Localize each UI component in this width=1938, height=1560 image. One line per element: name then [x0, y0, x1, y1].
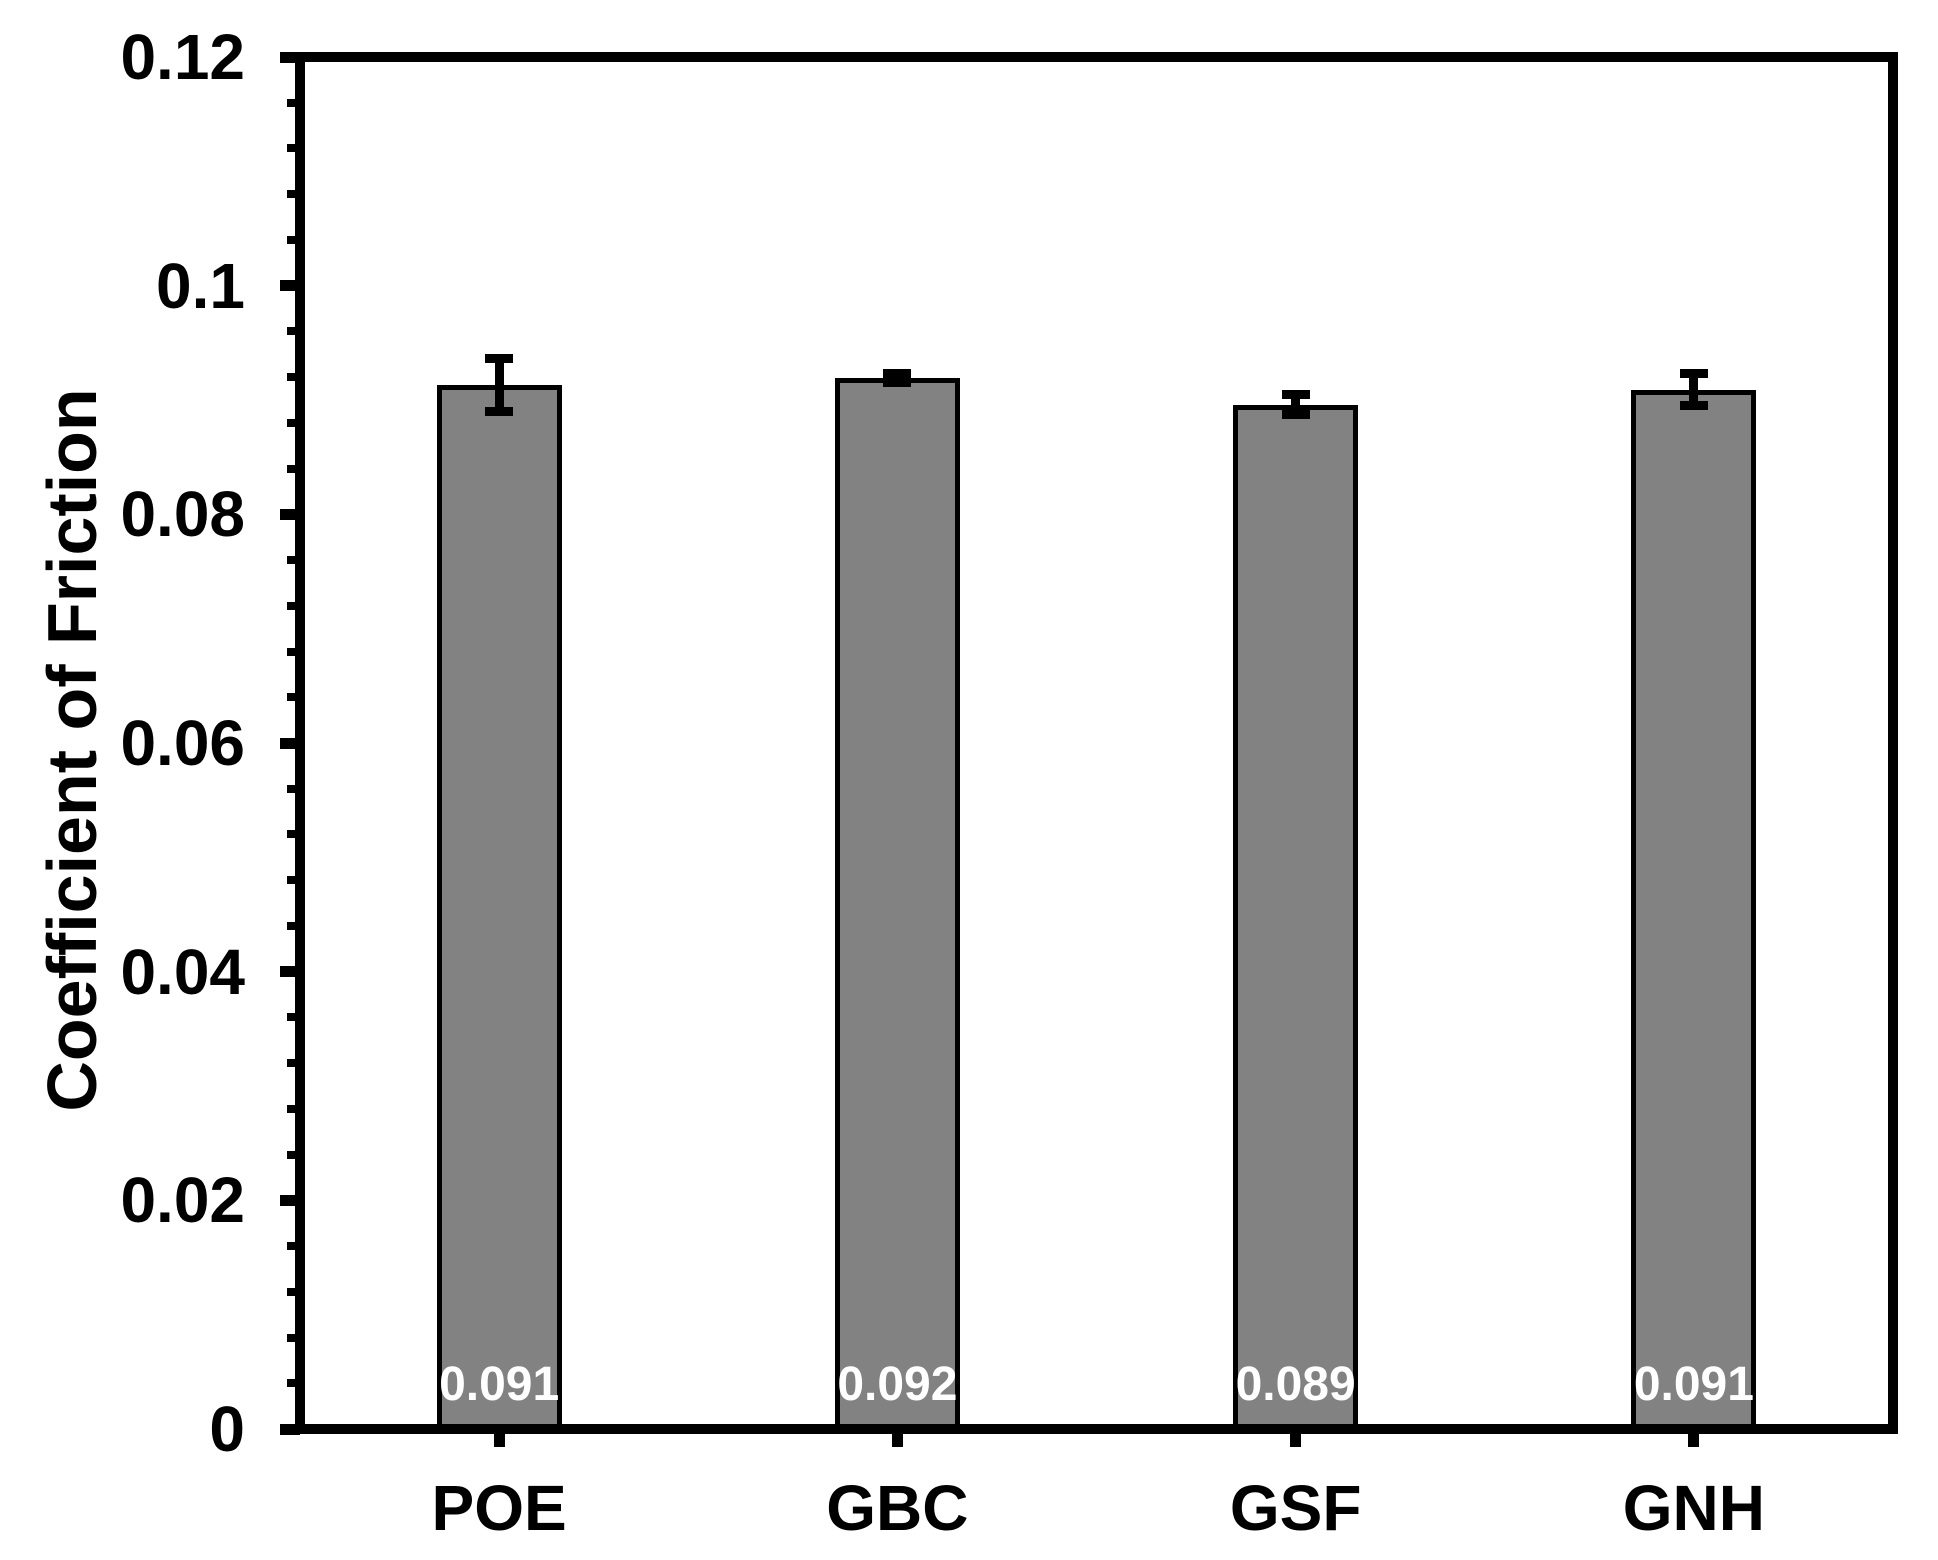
y-tick-label: 0.08: [120, 478, 245, 551]
error-bar-top-cap: [1679, 369, 1708, 379]
y-minor-tick: [287, 1059, 300, 1068]
error-bar-bottom-cap: [1679, 401, 1708, 411]
y-minor-tick: [287, 464, 300, 473]
y-minor-tick: [287, 693, 300, 702]
x-major-tick: [493, 1424, 505, 1447]
y-tick-label: 0.1: [156, 249, 245, 322]
y-minor-tick: [287, 1379, 300, 1388]
y-tick-label: 0.02: [120, 1164, 245, 1237]
y-minor-tick: [287, 98, 300, 107]
x-tick-label: GNH: [1622, 1472, 1765, 1544]
y-minor-tick: [287, 144, 300, 153]
error-bar-bottom-cap: [1281, 410, 1310, 420]
x-major-tick: [1290, 1424, 1302, 1447]
y-major-tick: [280, 966, 300, 978]
bar: [834, 378, 960, 1429]
y-tick-label: 0.06: [120, 707, 245, 779]
y-minor-tick: [287, 373, 300, 382]
y-minor-tick: [287, 647, 300, 656]
bar-value-label: 0.092: [837, 1358, 958, 1411]
error-bar-top-cap: [1281, 389, 1310, 399]
x-tick-label: POE: [431, 1472, 567, 1544]
y-minor-tick: [287, 418, 300, 427]
bar-value-label: 0.091: [439, 1358, 560, 1411]
y-minor-tick: [287, 190, 300, 199]
x-major-tick: [1688, 1424, 1700, 1447]
error-bar-bottom-cap: [883, 378, 912, 388]
y-minor-tick: [287, 556, 300, 565]
y-tick-label: 0.04: [120, 935, 245, 1008]
y-tick-label: 0.12: [120, 21, 245, 93]
y-minor-tick: [287, 1013, 300, 1022]
y-major-tick: [280, 51, 300, 63]
y-major-tick: [280, 1423, 300, 1435]
error-bar-line: [1689, 373, 1699, 406]
y-minor-tick: [287, 784, 300, 793]
y-minor-tick: [287, 1242, 300, 1251]
error-bar-top-cap: [485, 354, 514, 364]
y-minor-tick: [287, 327, 300, 336]
y-tick-label: 0: [209, 1393, 245, 1465]
y-minor-tick: [287, 1150, 300, 1159]
plot-frame: [295, 52, 1898, 1434]
y-minor-tick: [287, 1104, 300, 1113]
y-minor-tick: [287, 876, 300, 885]
error-bar-line: [494, 358, 504, 412]
y-minor-tick: [287, 921, 300, 930]
error-bar-line: [1291, 394, 1301, 415]
y-minor-tick: [287, 235, 300, 244]
error-bar-bottom-cap: [485, 406, 514, 416]
y-major-tick: [280, 280, 300, 292]
x-tick-label: GBC: [826, 1472, 969, 1544]
error-bar-top-cap: [883, 369, 912, 379]
bar-value-label: 0.091: [1633, 1358, 1754, 1411]
y-minor-tick: [287, 830, 300, 839]
bar: [436, 385, 562, 1429]
error-bar-line: [892, 373, 902, 383]
y-major-tick: [280, 737, 300, 749]
y-minor-tick: [287, 1333, 300, 1342]
y-major-tick: [280, 508, 300, 520]
bar: [1631, 389, 1757, 1429]
x-tick-label: GSF: [1229, 1472, 1362, 1544]
bar-value-label: 0.089: [1235, 1358, 1356, 1411]
bar: [1233, 404, 1359, 1429]
y-minor-tick: [287, 1287, 300, 1296]
y-minor-tick: [287, 601, 300, 610]
y-major-tick: [280, 1194, 300, 1206]
x-major-tick: [891, 1424, 903, 1447]
